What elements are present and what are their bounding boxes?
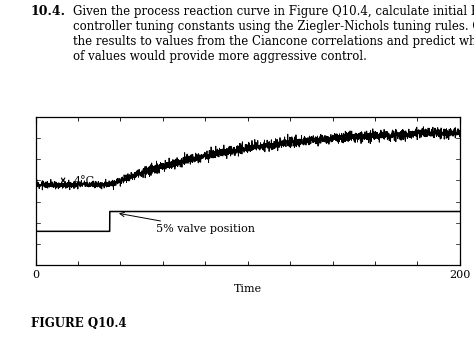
X-axis label: Time: Time <box>234 284 262 294</box>
Text: Given the process reaction curve in Figure Q10.4, calculate initial PID
controll: Given the process reaction curve in Figu… <box>73 5 474 63</box>
Text: FIGURE Q10.4: FIGURE Q10.4 <box>31 317 127 330</box>
Text: 4°C: 4°C <box>74 176 95 186</box>
Text: 5% valve position: 5% valve position <box>120 212 255 234</box>
Text: 10.4.: 10.4. <box>31 5 66 18</box>
